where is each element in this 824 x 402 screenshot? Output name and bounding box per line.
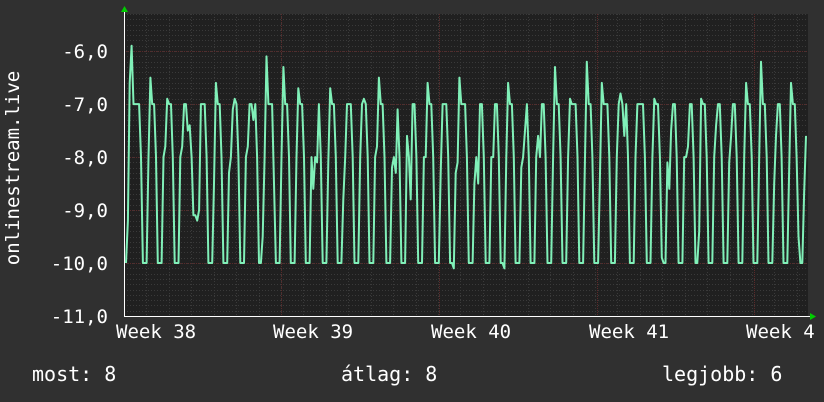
series-layer: [125, 44, 807, 270]
legend-best: legjobb: 6: [662, 362, 783, 386]
y-tick-label: -8,0: [62, 147, 108, 169]
x-axis-arrow: [810, 313, 816, 320]
legend-average: átlag: 8: [341, 362, 438, 386]
y-axis-arrow: [121, 6, 128, 12]
y-tick-label: -10,0: [51, 253, 108, 275]
y-tick-label: -6,0: [62, 41, 108, 63]
y-tick-label: -9,0: [62, 200, 108, 222]
x-tick-label: Week 39: [273, 321, 353, 343]
x-tick-label: Week 38: [116, 321, 196, 343]
y-tick-label: -7,0: [62, 94, 108, 116]
series-line: [125, 44, 807, 270]
tick-labels: -6,0 -7,0 -8,0 -9,0 -10,0 -11,0 Week 38 Week 39…: [51, 41, 815, 343]
legend-current: most: 8: [32, 362, 117, 386]
x-tick-label: Week 41: [589, 321, 669, 343]
y-tick-label: -11,0: [51, 306, 108, 328]
x-tick-label: Week 40: [431, 321, 511, 343]
axes: [121, 6, 816, 320]
plot-area: [124, 14, 808, 316]
x-tick-label: Week 4: [746, 321, 815, 343]
y-axis-label: onlinestream.live: [2, 71, 24, 265]
